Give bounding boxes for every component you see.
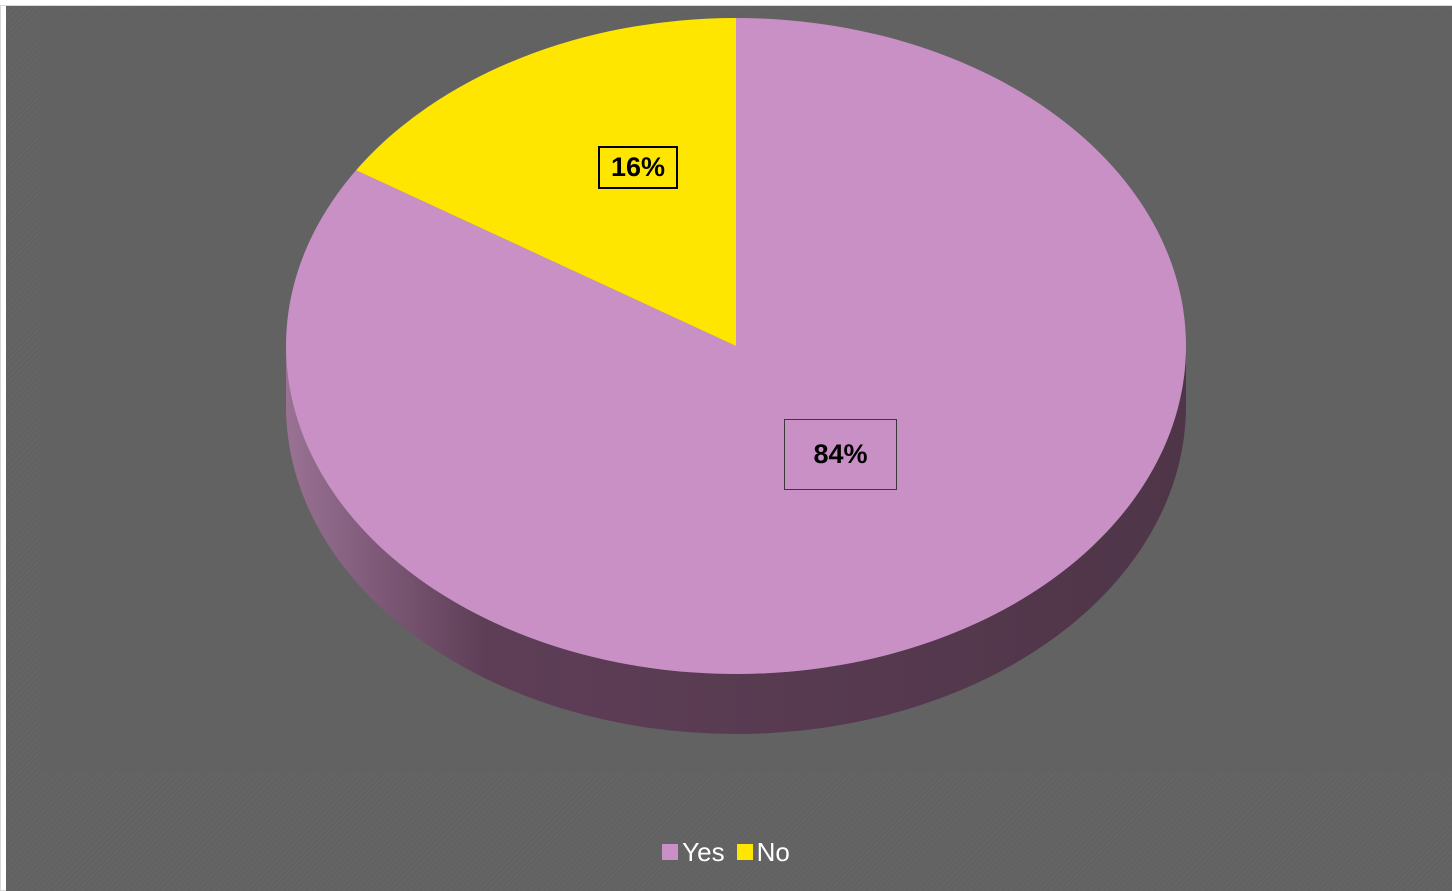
legend-item-no: No — [736, 836, 790, 868]
legend-label-yes: Yes — [682, 836, 725, 867]
legend-label-no: No — [756, 836, 790, 867]
legend-swatch-no — [736, 844, 753, 860]
pie-slice-yes — [286, 18, 1186, 675]
legend: Yes No — [0, 834, 1452, 870]
pie-group — [286, 17, 1186, 734]
data-label-no: 16% — [598, 146, 678, 189]
data-label-yes: 84% — [784, 419, 897, 490]
pie-side-wall — [286, 346, 1186, 734]
pie-slice-no — [356, 17, 736, 346]
legend-item-yes: Yes — [662, 836, 725, 868]
legend-swatch-yes — [662, 844, 679, 860]
